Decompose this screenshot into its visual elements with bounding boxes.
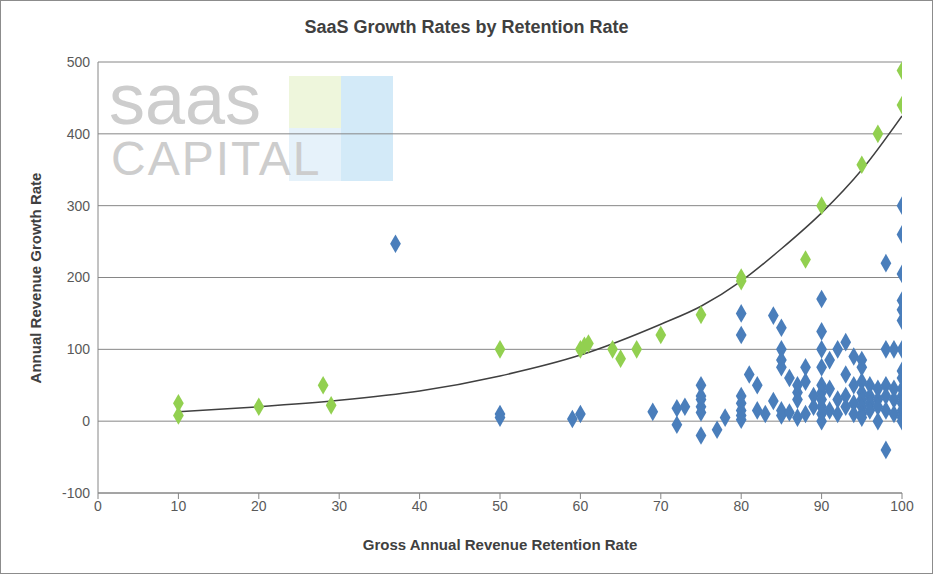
html-text:Annual Revenue Growth Rate: Annual Revenue Growth Rate <box>26 172 44 384</box>
svg-text:30: 30 <box>331 498 347 514</box>
html-text:Gross Annual Revenue Retention: Gross Annual Revenue Retention Rate <box>362 536 638 553</box>
svg-text:0: 0 <box>94 498 102 514</box>
svg-text:40: 40 <box>412 498 428 514</box>
html-text:saas: saas <box>109 59 262 139</box>
html-text:SaaS Growth Rates by Retention: SaaS Growth Rates by Retention Rate <box>304 17 629 37</box>
svg-text:500: 500 <box>67 54 91 70</box>
html-text:CAPITAL: CAPITAL <box>111 132 322 185</box>
svg-text:0: 0 <box>82 413 90 429</box>
svg-text:200: 200 <box>67 269 91 285</box>
svg-text:300: 300 <box>67 198 91 214</box>
svg-text:20: 20 <box>251 498 267 514</box>
svg-text:70: 70 <box>653 498 669 514</box>
svg-text:10: 10 <box>171 498 187 514</box>
svg-text:60: 60 <box>573 498 589 514</box>
svg-text:80: 80 <box>733 498 749 514</box>
svg-text:100: 100 <box>890 498 914 514</box>
svg-text:400: 400 <box>67 126 91 142</box>
svg-text:100: 100 <box>67 341 91 357</box>
svg-text:-100: -100 <box>62 485 90 501</box>
svg-text:50: 50 <box>492 498 508 514</box>
svg-text:90: 90 <box>814 498 830 514</box>
